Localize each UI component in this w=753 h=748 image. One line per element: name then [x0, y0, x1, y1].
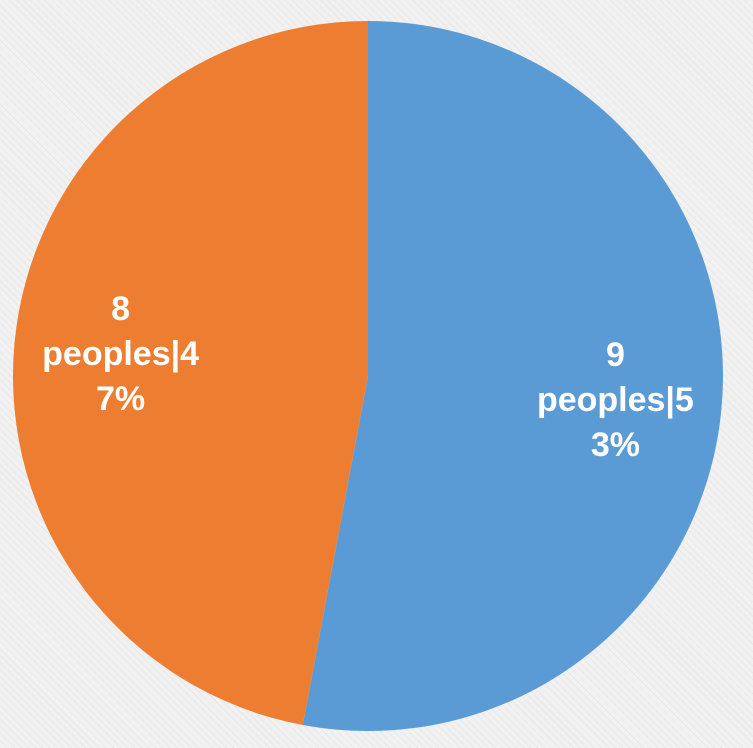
pie-slice-label-1-line-2: 7% — [96, 380, 145, 418]
pie-slice-label-0-line-2: 3% — [591, 426, 640, 464]
pie-slice-label-1-line-1: peoples|4 — [42, 335, 199, 373]
pie-slice-label-1: 8 peoples|4 7% — [42, 290, 199, 418]
pie-slice-label-1-line-0: 8 — [111, 290, 130, 328]
slices-layer — [12, 20, 723, 732]
pie-slice-1 — [12, 20, 369, 725]
pie-slice-0 — [302, 21, 723, 732]
labels-layer: 9 peoples|5 3% 8 peoples|4 7% — [42, 290, 694, 464]
pie-slice-label-0-line-1: peoples|5 — [537, 381, 694, 419]
pie-slice-label-0: 9 peoples|5 3% — [537, 336, 694, 464]
pie-slice-label-0-line-0: 9 — [606, 336, 625, 374]
